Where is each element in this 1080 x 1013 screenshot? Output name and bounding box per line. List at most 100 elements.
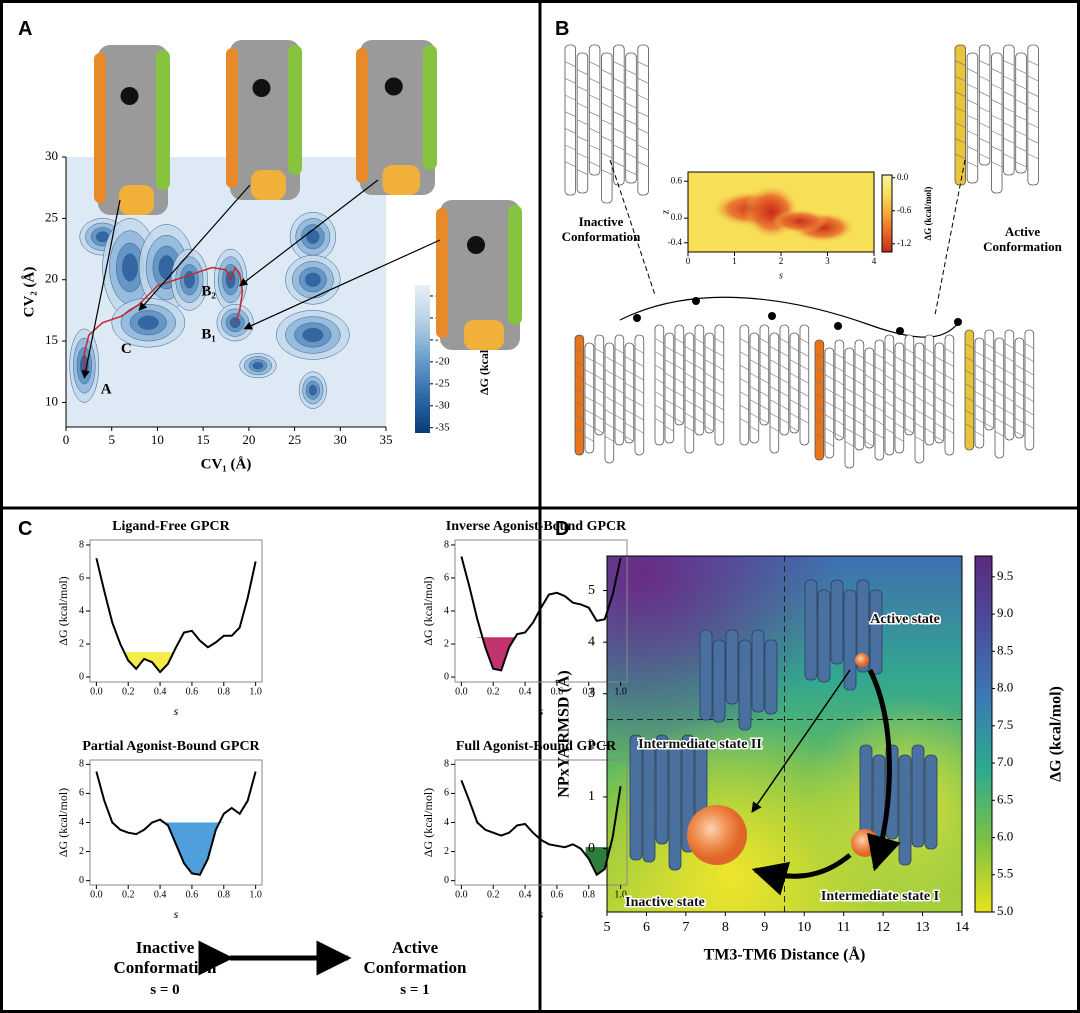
well-highlight — [482, 637, 516, 671]
helix-turn — [584, 356, 594, 362]
helix-turn — [654, 351, 664, 357]
helix-turn — [584, 369, 594, 375]
helix-turn — [1014, 377, 1024, 384]
helix-turn — [904, 348, 914, 354]
helix-turn — [1003, 138, 1015, 144]
helix-turn — [944, 401, 954, 407]
helix-turn — [1027, 153, 1039, 160]
helix-turn — [574, 414, 584, 421]
helix-turn — [769, 359, 779, 365]
helix-turn — [714, 418, 724, 424]
helix-turn — [1003, 91, 1015, 97]
helix-turn — [759, 378, 769, 384]
energy-curve — [95, 771, 257, 876]
helix-turn — [894, 396, 904, 402]
receptor-cartoon — [874, 339, 885, 461]
helix-turn — [984, 396, 994, 402]
helix-turn — [1004, 369, 1014, 376]
x-tick-label: 10 — [797, 920, 811, 935]
helix-turn — [944, 348, 954, 354]
helix-turn — [654, 338, 664, 344]
helix-turn — [759, 338, 769, 344]
helix-turn — [564, 161, 576, 167]
receptor-cylinder — [869, 589, 883, 675]
helix-turn — [769, 372, 779, 379]
y-tick-label: 6 — [79, 572, 84, 583]
helix-turn — [894, 436, 904, 442]
helix-turn — [613, 161, 625, 167]
ligand — [855, 653, 869, 667]
x-tick-label: 2 — [779, 256, 784, 266]
helix-turn — [894, 382, 904, 389]
helix-turn — [1004, 423, 1014, 429]
x-tick-label: 30 — [334, 432, 347, 447]
energy-basin — [771, 208, 828, 234]
helix-turn — [577, 69, 588, 75]
helix-turn — [844, 361, 854, 367]
colorbar-tick-label: -1.2 — [897, 238, 911, 248]
receptor-cartoon — [991, 52, 1003, 194]
helix-turn — [604, 369, 614, 375]
y-tick-label: 4 — [79, 605, 84, 616]
x-tick-label: 1.0 — [614, 889, 627, 900]
helix-turn — [874, 379, 884, 386]
helix-turn — [964, 356, 974, 362]
helix-turn — [674, 404, 684, 411]
helix-turn — [844, 427, 854, 434]
helix-turn — [694, 418, 704, 424]
x-tick-label: 1.0 — [249, 686, 262, 697]
receptor-cartoon — [844, 347, 855, 469]
helix-turn — [779, 378, 789, 384]
receptor-cartoon — [694, 324, 705, 436]
helix-turn — [684, 426, 694, 432]
helix-turn — [834, 406, 844, 412]
helix-turn — [674, 391, 684, 397]
x-tick-label: 3 — [825, 256, 830, 266]
helix-turn — [834, 393, 844, 399]
receptor-cylinder — [642, 744, 656, 863]
receptor-cartoon — [769, 332, 780, 454]
helix-turn — [844, 401, 854, 407]
helix-turn — [954, 138, 966, 144]
helix-turn — [614, 428, 624, 434]
helix-turn — [874, 393, 884, 399]
helix-turn — [704, 399, 714, 405]
receptor-cylinder — [843, 589, 857, 691]
receptor-cartoon — [984, 329, 995, 431]
helix-turn — [984, 383, 994, 389]
helix-turn — [789, 386, 799, 392]
helix-turn — [854, 419, 864, 426]
helix-turn — [1024, 396, 1034, 402]
helix-turn — [854, 406, 864, 412]
helix-turn — [577, 136, 588, 142]
panel-label: A — [18, 18, 33, 40]
helix-turn — [594, 348, 604, 354]
helix-turn — [799, 378, 809, 384]
receptor-cartoon — [1024, 329, 1035, 451]
x-tick-label: 0.8 — [583, 889, 596, 900]
helix-turn — [601, 86, 613, 92]
x-tick-label: 0.2 — [487, 686, 500, 697]
receptor-cartoon — [574, 334, 585, 456]
helix-turn — [584, 422, 594, 429]
helix-turn — [904, 388, 914, 394]
helix-turn — [954, 153, 966, 160]
helix-turn — [674, 351, 684, 357]
helix-turn — [974, 391, 984, 397]
helix-turn — [934, 409, 944, 415]
contour-blob — [252, 361, 264, 370]
helix-turn — [1014, 364, 1024, 370]
helix-turn — [1004, 356, 1014, 362]
helix-turn — [894, 356, 904, 362]
helix-turn — [779, 418, 789, 424]
contour-blob — [308, 384, 317, 396]
y-tick-label: 8 — [79, 539, 84, 550]
helix-turn — [574, 401, 584, 407]
receptor-cylinder — [668, 744, 682, 871]
x-tick-label: 0.0 — [90, 686, 103, 697]
x-axis-label: CV₁ (Å) — [201, 456, 252, 472]
receptor-cartoon — [588, 44, 601, 176]
y-tick-label: 1 — [588, 789, 595, 804]
y-tick-label: 3 — [588, 686, 595, 701]
helix-turn — [864, 401, 874, 407]
